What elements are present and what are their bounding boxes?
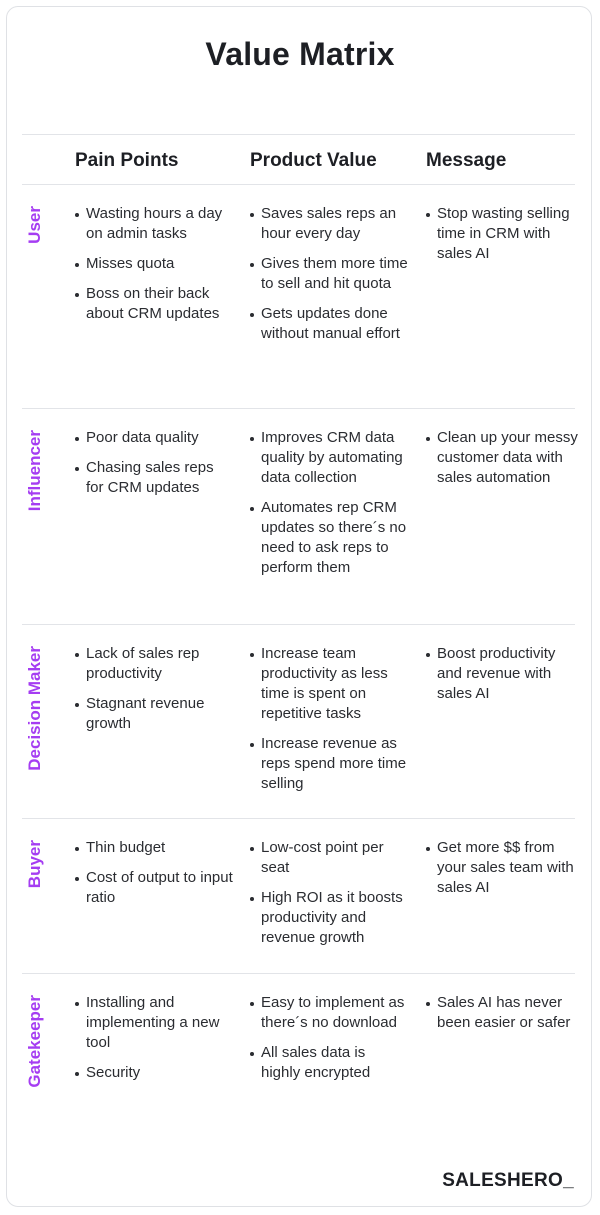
- list-item: Cost of output to input ratio: [75, 868, 235, 908]
- list-item: Automates rep CRM updates so there´s no …: [250, 498, 408, 578]
- pain-cell: Installing and implementing a new tool Se…: [75, 993, 235, 1093]
- page-title: Value Matrix: [205, 36, 395, 72]
- list-item: Boost productivity and revenue with sale…: [426, 644, 578, 704]
- list-item: Stop wasting selling time in CRM with sa…: [426, 204, 578, 264]
- list-item: Chasing sales reps for CRM updates: [75, 458, 235, 498]
- list-item: Increase team productivity as less time …: [250, 644, 408, 724]
- row-label: Gatekeeper: [25, 995, 44, 1088]
- pain-cell: Thin budget Cost of output to input ratio: [75, 838, 235, 918]
- list-item: Sales AI has never been easier or safer: [426, 993, 578, 1033]
- list-item: High ROI as it boosts productivity and r…: [250, 888, 408, 948]
- pain-cell: Wasting hours a day on admin tasks Misses…: [75, 204, 235, 334]
- pain-cell: Lack of sales rep productivity Stagnant r…: [75, 644, 235, 744]
- matrix-card: [6, 6, 592, 1207]
- list-item: Gets updates done without manual effort: [250, 304, 408, 344]
- pain-cell: Poor data quality Chasing sales reps for …: [75, 428, 235, 508]
- header-pain-points: Pain Points: [75, 150, 179, 171]
- saleshero-logo: SALESHERO_: [442, 1170, 574, 1191]
- message-cell: Clean up your messy customer data with s…: [426, 428, 578, 498]
- value-cell: Saves sales reps an hour every day Gives …: [250, 204, 408, 354]
- list-item: Saves sales reps an hour every day: [250, 204, 408, 244]
- message-cell: Stop wasting selling time in CRM with sa…: [426, 204, 578, 274]
- list-item: Wasting hours a day on admin tasks: [75, 204, 235, 244]
- row-label: User: [25, 206, 44, 244]
- list-item: Misses quota: [75, 254, 235, 274]
- list-item: Installing and implementing a new tool: [75, 993, 235, 1053]
- header-message: Message: [426, 150, 507, 171]
- row-label: Decision Maker: [25, 646, 44, 771]
- value-cell: Low-cost point per seat High ROI as it bo…: [250, 838, 408, 958]
- divider: [22, 818, 575, 819]
- list-item: Security: [75, 1063, 235, 1083]
- message-cell: Sales AI has never been easier or safer: [426, 993, 578, 1043]
- list-item: Get more $$ from your sales team with sa…: [426, 838, 578, 898]
- list-item: Low-cost point per seat: [250, 838, 408, 878]
- divider: [22, 973, 575, 974]
- value-cell: Easy to implement as there´s no download…: [250, 993, 408, 1093]
- list-item: Boss on their back about CRM updates: [75, 284, 235, 324]
- list-item: Improves CRM data quality by automating …: [250, 428, 408, 488]
- message-cell: Get more $$ from your sales team with sa…: [426, 838, 578, 908]
- list-item: All sales data is highly encrypted: [250, 1043, 408, 1083]
- list-item: Thin budget: [75, 838, 235, 858]
- list-item: Gives them more time to sell and hit quo…: [250, 254, 408, 294]
- list-item: Easy to implement as there´s no download: [250, 993, 408, 1033]
- row-label: Buyer: [25, 840, 44, 889]
- message-cell: Boost productivity and revenue with sale…: [426, 644, 578, 714]
- list-item: Stagnant revenue growth: [75, 694, 235, 734]
- value-cell: Increase team productivity as less time …: [250, 644, 408, 804]
- list-item: Poor data quality: [75, 428, 235, 448]
- divider: [22, 184, 575, 185]
- divider: [22, 624, 575, 625]
- list-item: Lack of sales rep productivity: [75, 644, 235, 684]
- header-product-value: Product Value: [250, 150, 377, 171]
- value-cell: Improves CRM data quality by automating …: [250, 428, 408, 588]
- row-label: Influencer: [25, 430, 44, 512]
- divider: [22, 408, 575, 409]
- list-item: Increase revenue as reps spend more time…: [250, 734, 408, 794]
- list-item: Clean up your messy customer data with s…: [426, 428, 578, 488]
- divider: [22, 134, 575, 135]
